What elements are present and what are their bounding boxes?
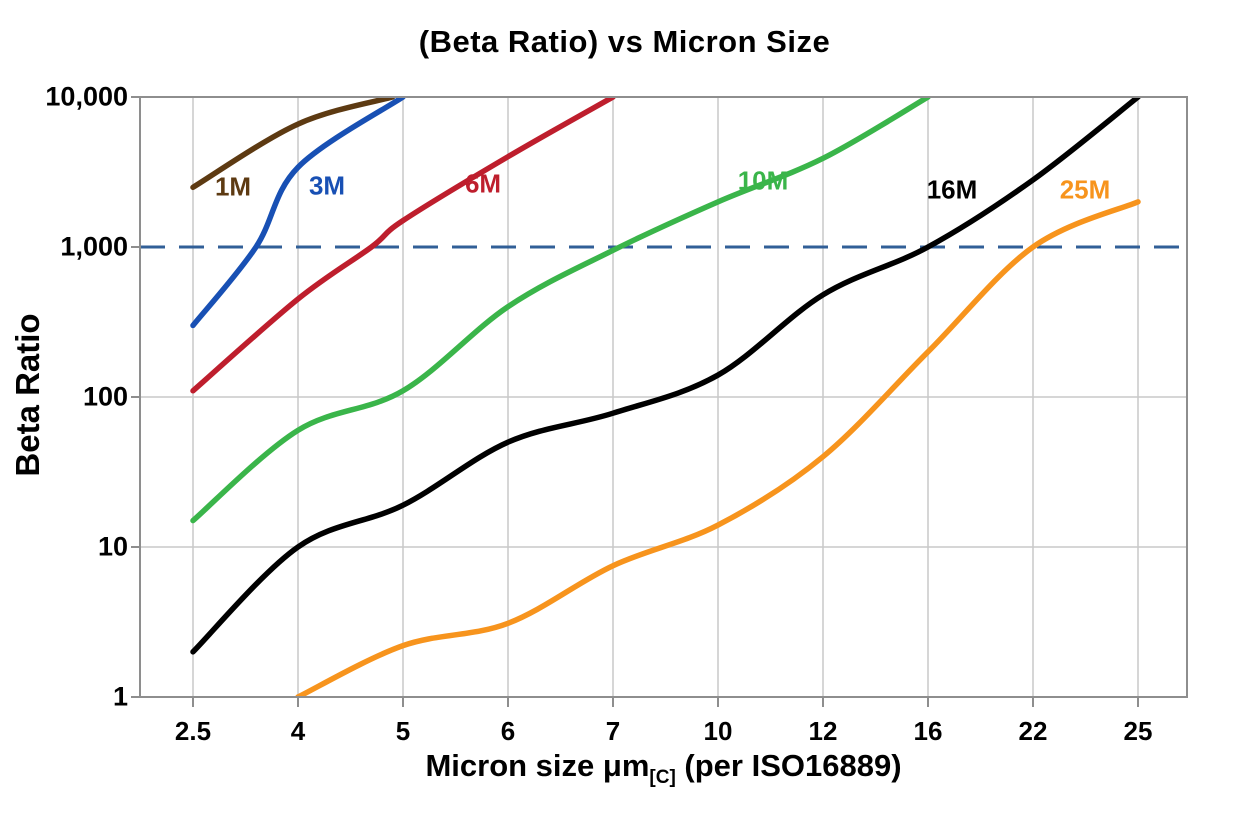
y-tick-label-10000: 10,000 (45, 81, 128, 112)
curve-1M (190, 97, 396, 191)
curve-3M (190, 97, 406, 329)
y-tick-label-1: 1 (112, 681, 128, 712)
x-tick-label-2.5: 2.5 (174, 716, 212, 746)
x-tick-label-22: 22 (1018, 716, 1048, 746)
chart-title: (Beta Ratio) vs Micron Size (418, 24, 831, 59)
y-tick-label-100: 100 (82, 381, 128, 412)
x-tick-label-5: 5 (395, 716, 411, 746)
y-tick-label-10: 10 (97, 531, 128, 562)
curve-16M (190, 97, 1141, 655)
x-tick-label-4: 4 (290, 716, 306, 746)
y-tick-label-1000: 1,000 (60, 231, 128, 262)
series-label-25M: 25M (1059, 174, 1111, 205)
x-axis-title-main: Micron size μm (425, 748, 650, 783)
curve-25M (295, 199, 1141, 697)
series-label-1M: 1M (214, 171, 252, 202)
series-label-16M: 16M (926, 174, 978, 205)
x-axis-title-subscript: [C] (649, 767, 676, 788)
series-label-3M: 3M (308, 170, 346, 201)
x-axis-title: Micron size μm[C] (per ISO16889) (140, 748, 1187, 788)
x-tick-label-25: 25 (1123, 716, 1153, 746)
curve-6M (190, 97, 616, 394)
curve-10M (190, 97, 931, 524)
x-tick-label-16: 16 (913, 716, 943, 746)
x-axis-title-rest: (per ISO16889) (675, 748, 902, 783)
x-tick-label-10: 10 (703, 716, 733, 746)
x-tick-label-7: 7 (605, 716, 621, 746)
series-label-6M: 6M (464, 168, 502, 199)
x-tick-label-12: 12 (808, 716, 838, 746)
series-label-10M: 10M (737, 165, 789, 196)
x-tick-label-6: 6 (500, 716, 516, 746)
